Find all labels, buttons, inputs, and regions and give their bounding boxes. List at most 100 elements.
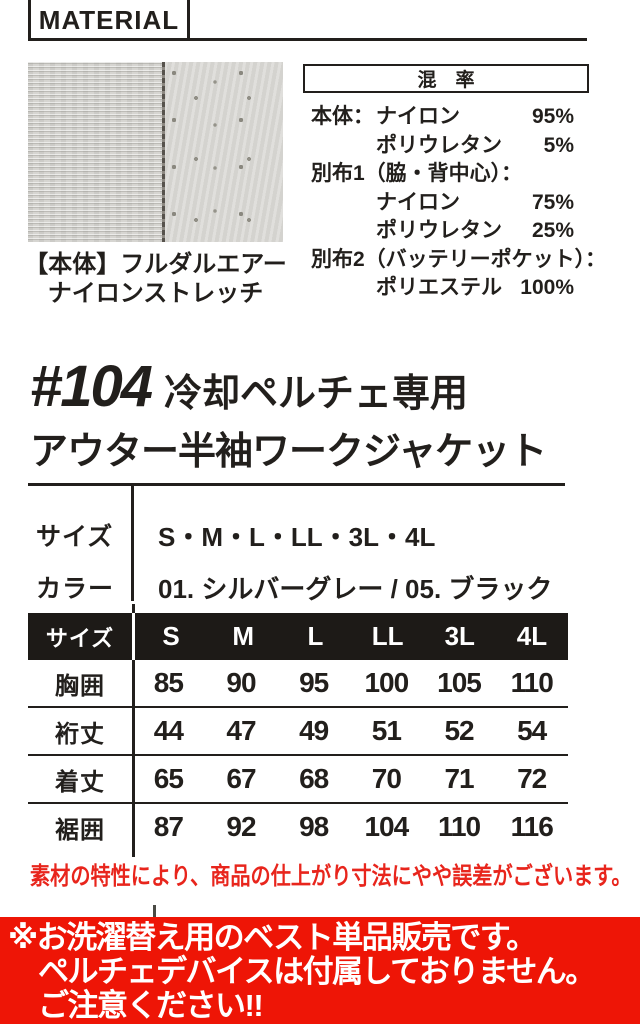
table-header-row: サイズ S M L LL 3L 4L	[28, 613, 568, 660]
table-cell: 72	[517, 763, 547, 794]
mix-percent: 100%	[520, 276, 574, 299]
mix-percent: 25%	[531, 219, 574, 242]
crop-artifact-tick	[153, 905, 156, 917]
mix-material: ナイロン	[376, 190, 460, 214]
table-divider-tick	[132, 604, 135, 613]
color-label: カラー	[36, 575, 115, 603]
size-chart-table: サイズ S M L LL 3L 4L 胸囲 85 90 95 100 105 1…	[28, 604, 568, 857]
size-label: サイズ	[36, 523, 114, 551]
tolerance-note: 素材の特性により、商品の仕上がり寸法にやや誤差がございます。	[30, 863, 632, 890]
row-label: 着丈	[55, 768, 105, 796]
table-row: 胸囲 85 90 95 100 105 110	[28, 660, 568, 706]
warning-line3: ご注意ください!!	[38, 988, 264, 1023]
swatch-caption-line2: ナイロンストレッチ	[47, 280, 264, 307]
table-cell: 105	[437, 667, 482, 698]
mix-row: ポリエステル 100%	[311, 274, 574, 303]
table-cell: 116	[510, 811, 554, 842]
table-divider-line	[132, 660, 135, 857]
table-cell: 54	[517, 715, 547, 746]
color-value: 01. シルバーグレー / 05. ブラック	[158, 574, 553, 604]
swatch-caption-line1: 【本体】フルダルエアー	[24, 251, 287, 278]
row-label: 裄丈	[55, 720, 105, 748]
mix-prefix	[311, 132, 376, 161]
mix-ratio-list: 本体： ナイロン 95% ポリウレタン 5% 別布1（脇・背中心）： ナイロン …	[311, 103, 606, 303]
warning-line2: ペルチェデバイスは付属しておりません。	[38, 954, 596, 989]
table-cell: 67	[226, 763, 256, 794]
mix-row: 本体： ナイロン 95%	[311, 103, 574, 132]
mix-material: ポリエステル	[376, 276, 502, 299]
table-cell: 87	[153, 811, 184, 842]
material-section-title: MATERIAL	[28, 0, 190, 40]
table-header-cell: 4L	[516, 621, 548, 651]
product-title-text1: 冷却ペルチェ専用	[164, 373, 469, 415]
table-row: 裾囲 87 92 98 104 110 116	[28, 802, 568, 850]
table-cell: 68	[299, 763, 329, 794]
table-cell: 95	[299, 667, 329, 698]
swatch-caption: 【本体】フルダルエアー ナイロンストレッチ	[18, 250, 293, 308]
product-title-line1: #104 冷却ペルチェ専用	[30, 355, 546, 426]
table-cell: 71	[444, 763, 474, 794]
mix-ratio-title: 混 率	[303, 64, 589, 93]
table-header-size-label: サイズ	[28, 613, 135, 660]
table-header-cell: S	[162, 621, 180, 651]
table-cell: 92	[226, 811, 256, 842]
table-cell: 85	[153, 667, 184, 698]
material-heading-rule	[28, 38, 587, 41]
mix-row: ポリウレタン 5%	[311, 132, 574, 161]
row-label: 裾囲	[55, 816, 105, 844]
table-cell: 110	[437, 811, 481, 842]
row-cells: 65 67 68 70 71 72	[132, 763, 568, 795]
mix-row: 別布2（バッテリーポケット）：	[311, 246, 606, 275]
table-header-cell: L	[307, 621, 324, 651]
table-cell: 98	[299, 811, 329, 842]
table-cell: 52	[444, 715, 474, 746]
product-title-text2: アウター半袖ワークジャケット	[30, 431, 547, 473]
fabric-seam-line	[162, 62, 165, 242]
warning-line1: ※お洗濯替え用のベスト単品販売です。	[8, 920, 537, 955]
spec-divider-line	[131, 483, 134, 601]
row-label: 胸囲	[55, 672, 105, 700]
table-header-cell: LL	[371, 621, 404, 651]
table-cell: 90	[226, 667, 256, 698]
mix-row: ナイロン 75%	[311, 189, 574, 218]
table-header-cell: M	[232, 621, 255, 651]
table-cell: 51	[371, 715, 402, 746]
mix-material: ポリウレタン	[376, 133, 502, 157]
mix-material: ポリウレタン	[376, 219, 502, 242]
row-cells: 85 90 95 100 105 110	[132, 667, 568, 699]
row-cells: 44 47 49 51 52 54	[132, 715, 568, 747]
table-row: 裄丈 44 47 49 51 52 54	[28, 706, 568, 754]
mix-prefix	[311, 217, 376, 246]
fabric-texture-plain	[28, 62, 162, 242]
mix-row: 別布1（脇・背中心）：	[311, 160, 574, 189]
mix-row: ポリウレタン 25%	[311, 217, 574, 246]
mix-percent: 5%	[543, 133, 574, 157]
mix-percent: 75%	[531, 190, 574, 214]
row-cells: 87 92 98 104 110 116	[132, 811, 568, 843]
mix-prefix	[311, 189, 376, 218]
mix-subheading: 別布1（脇・背中心）：	[311, 162, 523, 185]
fabric-texture-perforated	[165, 62, 283, 242]
spec-top-rule	[28, 483, 565, 486]
fabric-swatch-image	[28, 62, 283, 242]
mix-percent: 95%	[531, 105, 574, 128]
table-cell: 104	[364, 811, 409, 842]
size-value: S・M・L・LL・3L・4L	[158, 522, 436, 552]
table-cell: 47	[226, 715, 256, 746]
table-cell: 70	[371, 763, 402, 794]
warning-banner: ※お洗濯替え用のベスト単品販売です。 ペルチェデバイスは付属しておりません。 ご…	[0, 917, 640, 1024]
table-row: 着丈 65 67 68 70 71 72	[28, 754, 568, 802]
table-cell: 110	[510, 667, 554, 698]
mix-subheading: 別布2（バッテリーポケット）：	[311, 247, 607, 271]
product-title: #104 冷却ペルチェ専用 アウター半袖ワークジャケット	[30, 355, 547, 474]
table-cell: 100	[364, 667, 409, 698]
table-header-cols: S M L LL 3L 4L	[135, 621, 568, 652]
product-number: #104	[30, 354, 153, 419]
table-cell: 65	[153, 763, 184, 794]
table-cell: 49	[299, 715, 329, 746]
mix-prefix	[311, 274, 376, 303]
mix-material: ナイロン	[376, 105, 460, 128]
mix-prefix: 本体：	[311, 105, 374, 128]
table-header-cell: 3L	[444, 621, 475, 651]
